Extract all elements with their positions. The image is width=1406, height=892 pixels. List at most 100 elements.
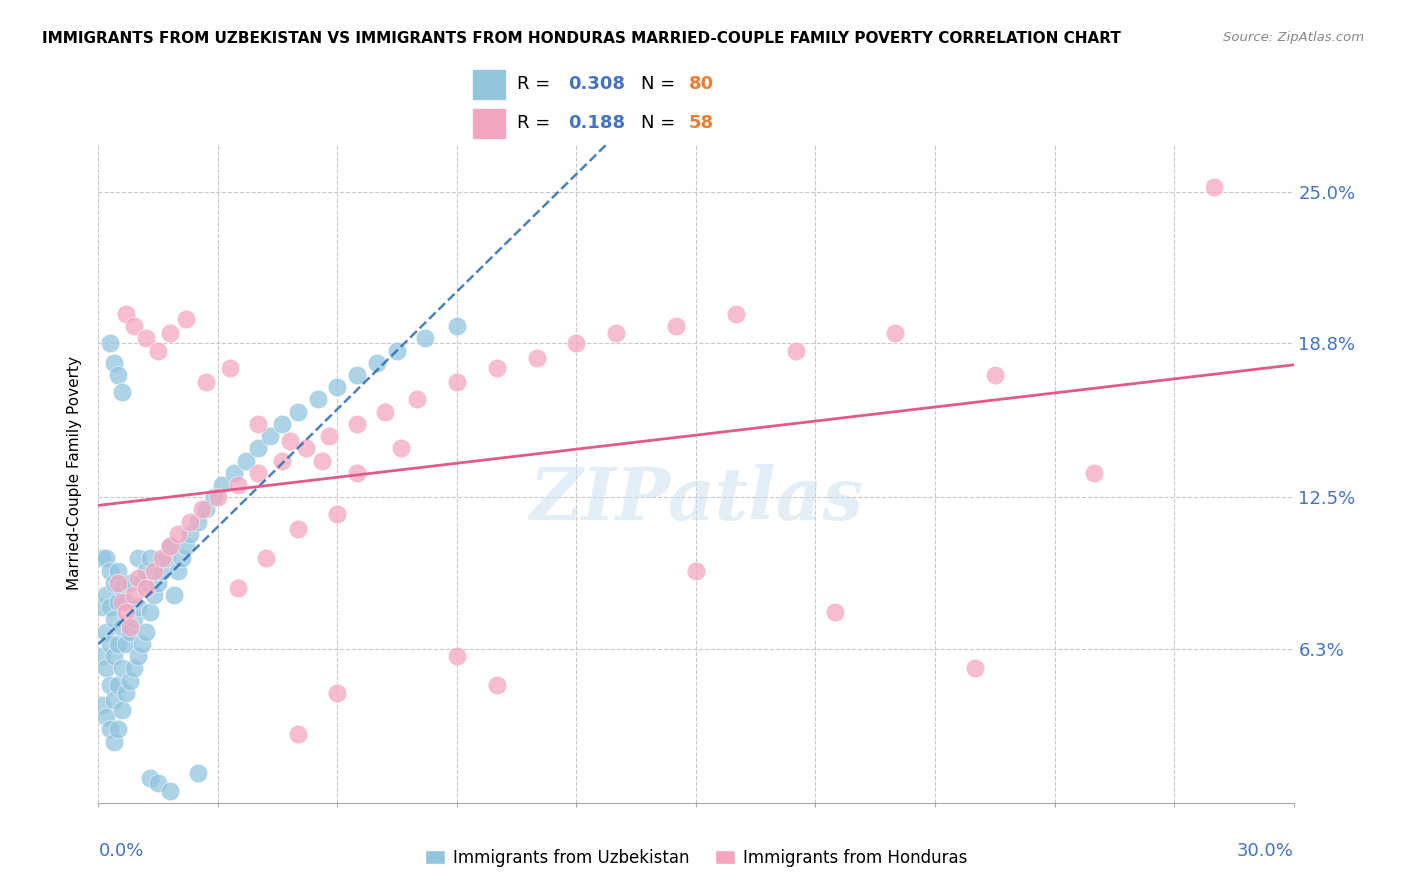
Point xyxy=(111,581,134,595)
Point xyxy=(326,380,349,394)
Point xyxy=(100,600,122,615)
Point xyxy=(103,693,125,707)
Text: Source: ZipAtlas.com: Source: ZipAtlas.com xyxy=(1223,31,1364,45)
Point xyxy=(446,376,468,390)
Point xyxy=(278,434,301,448)
Point xyxy=(91,600,114,615)
Point xyxy=(259,429,281,443)
Point xyxy=(127,600,149,615)
Point xyxy=(172,551,194,566)
Point xyxy=(100,637,122,651)
Bar xyxy=(472,70,506,100)
Point xyxy=(270,417,292,431)
Point xyxy=(226,581,249,595)
Point xyxy=(665,319,688,334)
Point xyxy=(824,605,846,619)
Point xyxy=(226,478,249,492)
Point xyxy=(346,417,368,431)
Point xyxy=(107,564,129,578)
Point xyxy=(195,376,218,390)
Point xyxy=(159,326,181,341)
Point xyxy=(785,343,807,358)
Point xyxy=(159,783,181,797)
Point xyxy=(406,392,429,407)
Point xyxy=(526,351,548,365)
Point xyxy=(318,429,340,443)
Point xyxy=(91,551,114,566)
Point xyxy=(111,703,134,717)
Point xyxy=(148,343,170,358)
Point xyxy=(148,575,170,590)
Text: IMMIGRANTS FROM UZBEKISTAN VS IMMIGRANTS FROM HONDURAS MARRIED-COUPLE FAMILY POV: IMMIGRANTS FROM UZBEKISTAN VS IMMIGRANTS… xyxy=(42,31,1121,46)
Point xyxy=(96,710,118,724)
Point xyxy=(167,527,190,541)
Point xyxy=(287,727,309,741)
Point xyxy=(96,661,118,675)
Point xyxy=(202,490,225,504)
Point xyxy=(131,575,153,590)
Point xyxy=(187,515,209,529)
Text: R =: R = xyxy=(517,76,551,94)
Point xyxy=(124,588,146,602)
Point xyxy=(155,551,177,566)
Point xyxy=(163,588,186,602)
Point xyxy=(100,723,122,737)
Point xyxy=(207,490,229,504)
Point xyxy=(135,581,157,595)
Point xyxy=(485,678,508,692)
Point xyxy=(222,466,245,480)
Point xyxy=(124,612,146,626)
Point xyxy=(127,571,149,585)
Text: 0.308: 0.308 xyxy=(568,76,626,94)
Point xyxy=(100,564,122,578)
Point xyxy=(135,331,157,345)
Point xyxy=(346,466,368,480)
Point xyxy=(107,368,129,382)
Point xyxy=(115,686,138,700)
Point xyxy=(139,551,162,566)
Point xyxy=(167,564,190,578)
Point xyxy=(287,522,309,536)
Point xyxy=(254,551,277,566)
Point xyxy=(115,605,138,619)
Point xyxy=(135,624,157,639)
Point xyxy=(96,551,118,566)
Point xyxy=(311,453,333,467)
Point xyxy=(111,661,134,675)
Point xyxy=(96,588,118,602)
Point xyxy=(115,637,138,651)
Point xyxy=(187,766,209,780)
Point xyxy=(127,649,149,664)
Point xyxy=(150,551,173,566)
Point xyxy=(100,678,122,692)
Point xyxy=(485,360,508,375)
Legend: Immigrants from Uzbekistan, Immigrants from Honduras: Immigrants from Uzbekistan, Immigrants f… xyxy=(418,842,974,873)
Point xyxy=(246,417,269,431)
Point xyxy=(179,515,201,529)
Point xyxy=(120,673,142,688)
Point xyxy=(120,624,142,639)
Point xyxy=(235,453,257,467)
Point xyxy=(984,368,1007,382)
Point xyxy=(1202,179,1225,194)
Point xyxy=(446,319,468,334)
Point xyxy=(159,539,181,553)
Point xyxy=(389,442,412,456)
Point xyxy=(270,453,292,467)
Point xyxy=(103,649,125,664)
Point xyxy=(103,612,125,626)
Point xyxy=(366,356,388,370)
Point xyxy=(174,539,197,553)
Point xyxy=(307,392,329,407)
Point xyxy=(143,588,166,602)
Point xyxy=(143,564,166,578)
Text: 80: 80 xyxy=(689,76,714,94)
Text: N =: N = xyxy=(641,114,675,132)
Point xyxy=(103,356,125,370)
Point xyxy=(120,575,142,590)
Text: ZIPatlas: ZIPatlas xyxy=(529,464,863,534)
Point xyxy=(446,649,468,664)
Point xyxy=(191,502,214,516)
Point xyxy=(127,551,149,566)
Point xyxy=(124,661,146,675)
